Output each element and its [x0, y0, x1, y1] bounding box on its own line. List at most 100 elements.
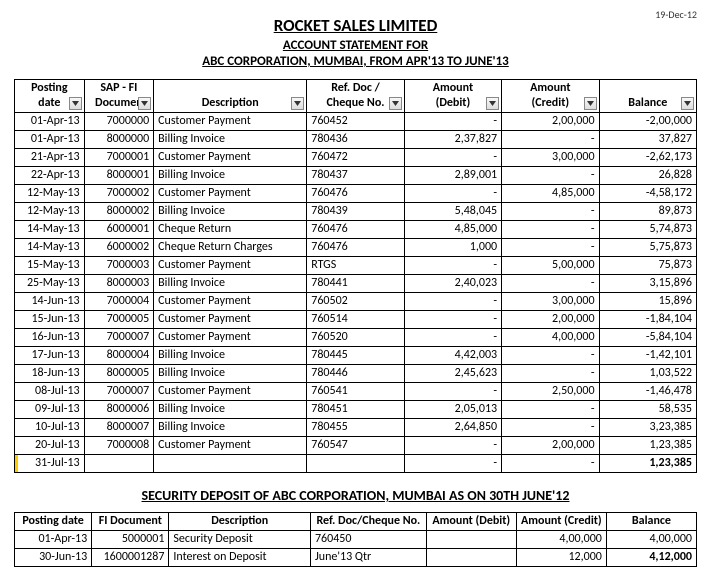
- cell: 780441: [307, 275, 404, 293]
- table-row: 01-Apr-137000000Customer Payment760452-2…: [15, 113, 697, 131]
- column-header: Description: [169, 513, 311, 531]
- filter-dropdown-icon[interactable]: [389, 97, 402, 110]
- table-row: 16-Jun-137000007Customer Payment760520-4…: [15, 329, 697, 347]
- cell: 760450: [310, 531, 426, 549]
- cell: 8000002: [84, 203, 154, 221]
- table-row: 14-May-136000001Cheque Return7604764,85,…: [15, 221, 697, 239]
- column-header: Amount (Debit): [426, 513, 516, 531]
- cell: -: [404, 383, 501, 401]
- cell: Customer Payment: [154, 185, 307, 203]
- cell: -: [502, 455, 599, 473]
- cell: 3,00,000: [502, 149, 599, 167]
- cell: [154, 455, 307, 473]
- cell: [307, 455, 404, 473]
- cell: 31-Jul-13: [15, 455, 85, 473]
- cell: 5,75,873: [599, 239, 696, 257]
- cell: -: [502, 365, 599, 383]
- table-row: 22-Apr-138000001Billing Invoice7804372,8…: [15, 167, 697, 185]
- filter-dropdown-icon[interactable]: [291, 97, 304, 110]
- cell: -: [502, 167, 599, 185]
- filter-dropdown-icon[interactable]: [681, 97, 694, 110]
- cell: Customer Payment: [154, 257, 307, 275]
- filter-dropdown-icon[interactable]: [486, 97, 499, 110]
- cell: Billing Invoice: [154, 203, 307, 221]
- cell: 1,000: [404, 239, 501, 257]
- cell: 780439: [307, 203, 404, 221]
- cell: Billing Invoice: [154, 167, 307, 185]
- table-row: 12-May-137000002Customer Payment760476-4…: [15, 185, 697, 203]
- cell: 01-Apr-13: [15, 531, 92, 549]
- cell: Billing Invoice: [154, 365, 307, 383]
- security-title: SECURITY DEPOSIT OF ABC CORPORATION, MUM…: [14, 487, 697, 504]
- cell: -2,62,173: [599, 149, 696, 167]
- cell: -1,46,478: [599, 383, 696, 401]
- filter-dropdown-icon[interactable]: [69, 97, 82, 110]
- cell: 760452: [307, 113, 404, 131]
- table-row: 15-Jun-137000005Customer Payment760514-2…: [15, 311, 697, 329]
- main-table: PostingdateSAP - FIDocumenDescriptionRef…: [14, 79, 697, 473]
- cell: Customer Payment: [154, 113, 307, 131]
- cell: 780436: [307, 131, 404, 149]
- cell: -: [502, 131, 599, 149]
- column-header: Balance: [599, 80, 696, 113]
- cell: 15,896: [599, 293, 696, 311]
- table-row: 01-Apr-138000000Billing Invoice7804362,3…: [15, 131, 697, 149]
- cell: Security Deposit: [169, 531, 311, 549]
- cell: 6000002: [84, 239, 154, 257]
- filter-dropdown-icon[interactable]: [584, 97, 597, 110]
- cell: 26,828: [599, 167, 696, 185]
- cell: 12-May-13: [15, 203, 85, 221]
- table-row: 14-May-136000002Cheque Return Charges760…: [15, 239, 697, 257]
- cell: Customer Payment: [154, 149, 307, 167]
- cell: -: [404, 437, 501, 455]
- cell: June'13 Qtr: [310, 549, 426, 567]
- cell: 4,85,000: [502, 185, 599, 203]
- cell: Customer Payment: [154, 293, 307, 311]
- cell: -: [502, 221, 599, 239]
- cell: -1,84,104: [599, 311, 696, 329]
- cell: 2,64,850: [404, 419, 501, 437]
- cell: RTGS: [307, 257, 404, 275]
- cell: 30-Jun-13: [15, 549, 92, 567]
- column-header: SAP - FIDocumen: [84, 80, 154, 113]
- cell: [84, 455, 154, 473]
- cell: 25-May-13: [15, 275, 85, 293]
- cell: 2,00,000: [502, 437, 599, 455]
- cell: 15-Jun-13: [15, 311, 85, 329]
- cell: Interest on Deposit: [169, 549, 311, 567]
- cell: 780451: [307, 401, 404, 419]
- cell: 12-May-13: [15, 185, 85, 203]
- column-header: Posting date: [15, 513, 92, 531]
- cell: 10-Jul-13: [15, 419, 85, 437]
- cell: 760476: [307, 185, 404, 203]
- cell: -2,00,000: [599, 113, 696, 131]
- cell: [426, 531, 516, 549]
- table-row: 14-Jun-137000004Customer Payment760502-3…: [15, 293, 697, 311]
- column-header: FI Document: [92, 513, 169, 531]
- cell: 89,873: [599, 203, 696, 221]
- cell: 4,00,000: [516, 531, 606, 549]
- cell: 760514: [307, 311, 404, 329]
- cell: 18-Jun-13: [15, 365, 85, 383]
- cell: -: [502, 347, 599, 365]
- cell: 5,48,045: [404, 203, 501, 221]
- table-row: 30-Jun-131600001287Interest on DepositJu…: [15, 549, 697, 567]
- cell: Billing Invoice: [154, 131, 307, 149]
- cell: 7000007: [84, 329, 154, 347]
- table-row: 01-Apr-135000001Security Deposit7604504,…: [15, 531, 697, 549]
- cell: -: [502, 401, 599, 419]
- cell: Customer Payment: [154, 437, 307, 455]
- column-header: Amount (Credit): [516, 513, 606, 531]
- cell: 7000008: [84, 437, 154, 455]
- cell: 760502: [307, 293, 404, 311]
- cell: 760476: [307, 221, 404, 239]
- cell: 5,74,873: [599, 221, 696, 239]
- table-row: 21-Apr-137000001Customer Payment760472-3…: [15, 149, 697, 167]
- cell: 8000003: [84, 275, 154, 293]
- cell: -: [404, 455, 501, 473]
- cell: 780445: [307, 347, 404, 365]
- cell: 1,23,385: [599, 437, 696, 455]
- cell: 7000004: [84, 293, 154, 311]
- filter-dropdown-icon[interactable]: [138, 97, 151, 110]
- cell: 22-Apr-13: [15, 167, 85, 185]
